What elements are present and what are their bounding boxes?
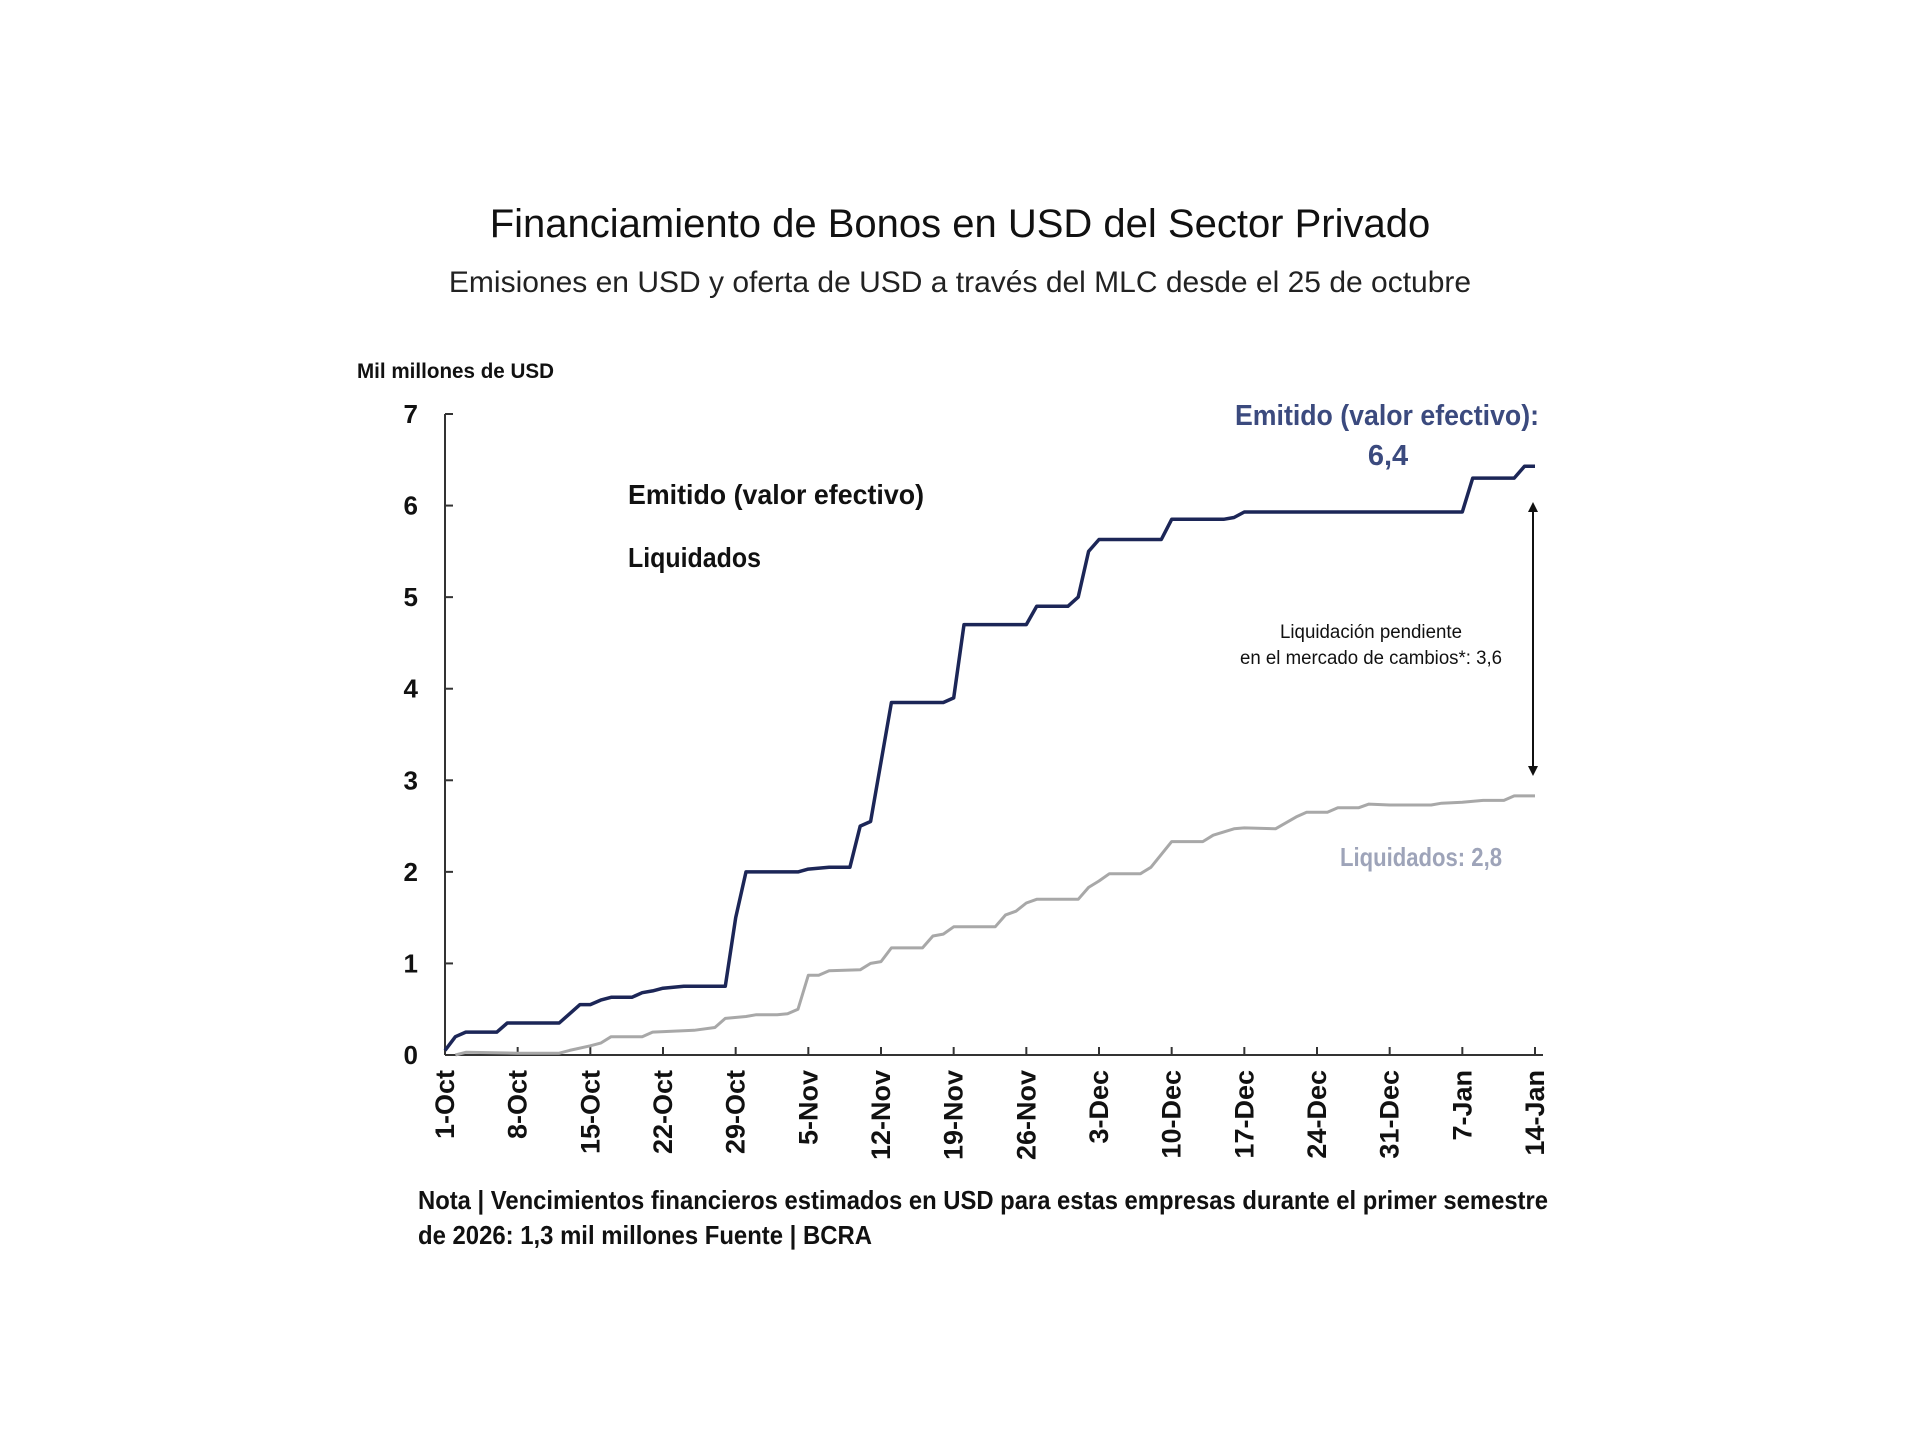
emitido-end-value: 6,4	[1368, 440, 1408, 472]
note-line1: Nota | Vencimientos financieros estimado…	[418, 1185, 1548, 1215]
y-tick-label: 1	[404, 948, 418, 978]
series-line-liquidados	[455, 794, 1535, 1057]
series-line-emitido	[443, 464, 1535, 1052]
x-tick-label: 5-Nov	[793, 1070, 823, 1145]
y-tick-label: 7	[404, 399, 418, 429]
x-tick-label: 10-Dec	[1157, 1070, 1187, 1159]
legend-liquidados: Liquidados	[628, 542, 761, 573]
x-tick-label: 19-Nov	[939, 1070, 969, 1160]
chart-title: Financiamiento de Bonos en USD del Secto…	[490, 202, 1431, 246]
y-axis-label: Mil millones de USD	[357, 360, 554, 383]
x-tick-label: 1-Oct	[430, 1070, 460, 1139]
liquidados-end-label: Liquidados: 2,8	[1340, 842, 1502, 872]
x-tick-label: 29-Oct	[721, 1070, 751, 1154]
pending-annotation-line1: Liquidación pendiente	[1280, 622, 1462, 643]
emitido-end-label: Emitido (valor efectivo):	[1235, 400, 1539, 432]
pending-arrow	[1528, 502, 1538, 776]
chart-subtitle: Emisiones en USD y oferta de USD a travé…	[449, 266, 1471, 299]
note-line2: de 2026: 1,3 mil millones Fuente | BCRA	[418, 1220, 872, 1250]
pending-annotation-line2: en el mercado de cambios*: 3,6	[1240, 648, 1502, 669]
x-tick-label: 24-Dec	[1302, 1070, 1332, 1159]
arrow-up-icon	[1528, 502, 1538, 512]
arrow-down-icon	[1528, 766, 1538, 776]
x-tick-label: 15-Oct	[575, 1070, 605, 1154]
y-tick-label: 6	[404, 491, 418, 521]
y-tick-label: 0	[404, 1040, 418, 1070]
x-tick-label: 31-Dec	[1375, 1070, 1405, 1159]
x-tick-label: 14-Jan	[1520, 1070, 1550, 1156]
y-tick-label: 3	[404, 765, 418, 795]
x-tick-label: 22-Oct	[648, 1070, 678, 1154]
y-tick-label: 5	[404, 582, 418, 612]
x-tick-label: 8-Oct	[503, 1070, 533, 1139]
x-tick-label: 7-Jan	[1447, 1070, 1477, 1141]
y-tick-label: 2	[404, 857, 418, 887]
y-tick-label: 4	[404, 674, 419, 704]
x-tick-label: 17-Dec	[1229, 1070, 1259, 1159]
x-tick-label: 26-Nov	[1011, 1070, 1041, 1160]
x-tick-label: 3-Dec	[1084, 1070, 1114, 1144]
x-tick-label: 12-Nov	[866, 1070, 896, 1160]
legend-emitido: Emitido (valor efectivo)	[628, 479, 924, 510]
